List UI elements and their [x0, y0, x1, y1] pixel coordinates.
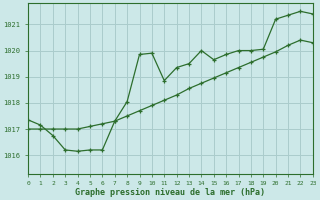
X-axis label: Graphe pression niveau de la mer (hPa): Graphe pression niveau de la mer (hPa)	[76, 188, 266, 197]
